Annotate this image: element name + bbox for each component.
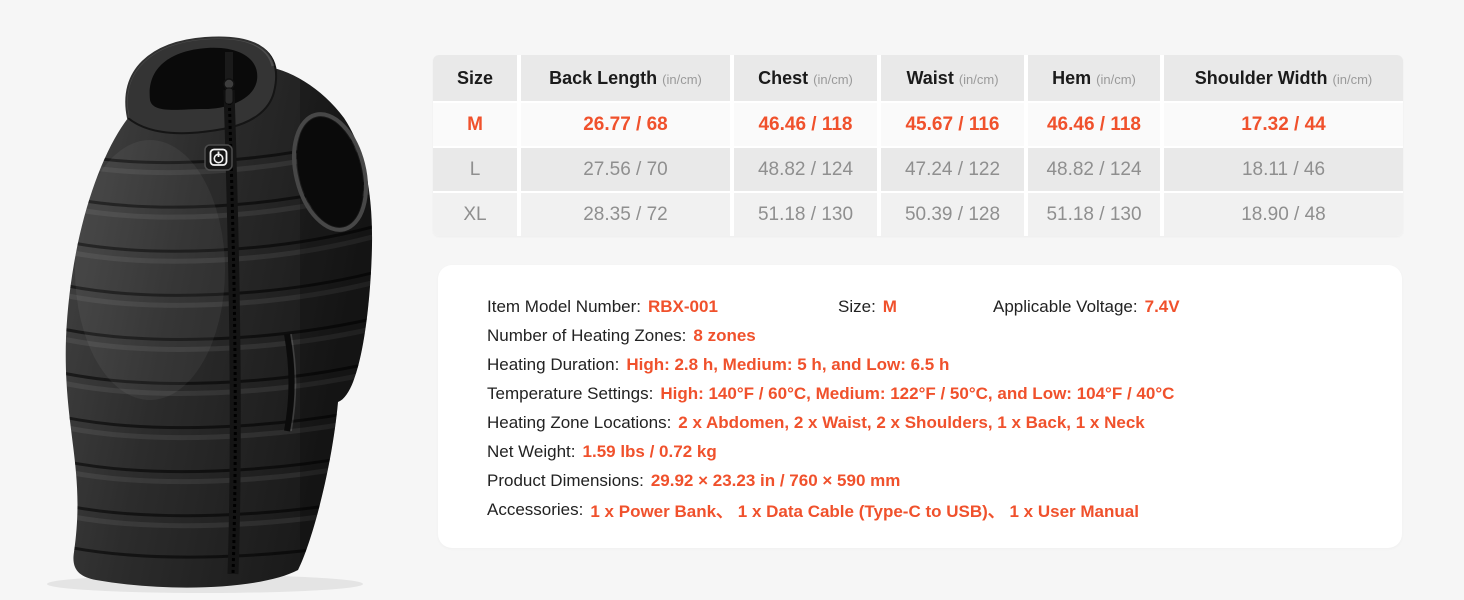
spec-value: 2 x Abdomen, 2 x Waist, 2 x Shoulders, 1… <box>678 412 1145 432</box>
header-label: Back Length <box>549 67 658 88</box>
column-header-chest: Chest (in/cm) <box>734 55 877 101</box>
table-row-m-size: M <box>433 103 517 146</box>
table-row-xl-chest: 51.18 / 130 <box>734 193 877 236</box>
table-row-xl-hem: 51.18 / 130 <box>1028 193 1160 236</box>
spec-label: Product Dimensions: <box>487 470 644 490</box>
column-header-waist: Waist (in/cm) <box>881 55 1024 101</box>
armhole <box>292 112 368 232</box>
spec-value: 29.92 × 23.23 in / 760 × 590 mm <box>650 470 901 490</box>
spec-value: High: 2.8 h, Medium: 5 h, and Low: 6.5 h <box>626 354 950 374</box>
spec-label: Number of Heating Zones: <box>487 325 687 345</box>
header-label: Waist <box>906 67 954 88</box>
power-icon <box>213 151 224 164</box>
pocket-slit <box>284 333 297 432</box>
header-unit: (in/cm) <box>1332 71 1373 87</box>
heated-vest-illustration <box>47 35 373 593</box>
spec-line-accessories: Accessories: 1 x Power Bank、 1 x Data Ca… <box>487 495 1372 524</box>
spec-label: Heating Zone Locations: <box>487 412 672 432</box>
spec-label: Heating Duration: <box>487 354 620 374</box>
table-row-l-shoulder-width: 18.11 / 46 <box>1164 148 1403 191</box>
spec-item-size: Size: M <box>838 292 993 321</box>
table-row-m-hem: 46.46 / 118 <box>1028 103 1160 146</box>
table-row-m-waist: 45.67 / 116 <box>881 103 1024 146</box>
header-label: Shoulder Width <box>1194 67 1328 88</box>
spec-line-product-dimensions: Product Dimensions: 29.92 × 23.23 in / 7… <box>487 466 1372 495</box>
table-row-l-waist: 47.24 / 122 <box>881 148 1024 191</box>
column-header-hem: Hem (in/cm) <box>1028 55 1160 101</box>
spec-label: Item Model Number: <box>487 296 641 316</box>
table-row-l-hem: 48.82 / 124 <box>1028 148 1160 191</box>
header-label: Size <box>456 67 494 88</box>
spec-value: M <box>882 296 897 316</box>
table-row-m-shoulder-width: 17.32 / 44 <box>1164 103 1403 146</box>
spec-item-model-number: Item Model Number: RBX-001 <box>487 292 838 321</box>
header-label: Chest <box>758 67 809 88</box>
header-unit: (in/cm) <box>813 71 853 87</box>
spec-label: Temperature Settings: <box>487 383 654 403</box>
table-row-m-chest: 46.46 / 118 <box>734 103 877 146</box>
spec-value: 1 x Power Bank、 1 x Data Cable (Type-C t… <box>590 502 1139 521</box>
product-spec-panel: Item Model Number: RBX-001 Size: M Appli… <box>438 265 1402 548</box>
spec-line-heating-zone-locations: Heating Zone Locations: 2 x Abdomen, 2 x… <box>487 408 1372 437</box>
table-row-l-size: L <box>433 148 517 191</box>
table-row-xl-size: XL <box>433 193 517 236</box>
table-row-xl-waist: 50.39 / 128 <box>881 193 1024 236</box>
header-unit: (in/cm) <box>958 71 999 87</box>
table-row-xl-shoulder-width: 18.90 / 48 <box>1164 193 1403 236</box>
column-header-shoulder-width: Shoulder Width (in/cm) <box>1164 55 1403 101</box>
spec-value: RBX-001 <box>648 296 718 316</box>
spec-value: 1.59 lbs / 0.72 kg <box>582 441 717 461</box>
spec-line-model-size-voltage: Item Model Number: RBX-001 Size: M Appli… <box>487 292 1372 321</box>
spec-line-temperature-settings: Temperature Settings: High: 140°F / 60°C… <box>487 379 1372 408</box>
power-button-patch <box>204 144 233 171</box>
spec-value: 8 zones <box>693 325 756 345</box>
column-header-back-length: Back Length (in/cm) <box>521 55 730 101</box>
collar <box>124 35 278 135</box>
spec-value: High: 140°F / 60°C, Medium: 122°F / 50°C… <box>660 383 1175 403</box>
table-row-xl-back-length: 28.35 / 72 <box>521 193 730 236</box>
table-row-m-back-length: 26.77 / 68 <box>521 103 730 146</box>
spec-value: 7.4V <box>1144 296 1180 316</box>
header-unit: (in/cm) <box>1096 71 1136 87</box>
spec-line-heating-duration: Heating Duration: High: 2.8 h, Medium: 5… <box>487 350 1372 379</box>
spec-label: Accessories: <box>487 499 584 519</box>
table-row-l-back-length: 27.56 / 70 <box>521 148 730 191</box>
product-image-heated-vest <box>0 0 430 600</box>
header-label: Hem <box>1052 67 1092 88</box>
spec-label: Size: <box>838 296 876 316</box>
spec-line-net-weight: Net Weight: 1.59 lbs / 0.72 kg <box>487 437 1372 466</box>
spec-line-heating-zones: Number of Heating Zones: 8 zones <box>487 321 1372 350</box>
spec-label: Net Weight: <box>487 441 576 461</box>
spec-item-applicable-voltage: Applicable Voltage: 7.4V <box>993 292 1372 321</box>
spec-label: Applicable Voltage: <box>993 296 1138 316</box>
header-unit: (in/cm) <box>662 71 702 87</box>
size-chart-table: Size Back Length (in/cm) Chest (in/cm) W… <box>433 55 1403 236</box>
column-header-size: Size <box>433 55 517 101</box>
table-row-l-chest: 48.82 / 124 <box>734 148 877 191</box>
